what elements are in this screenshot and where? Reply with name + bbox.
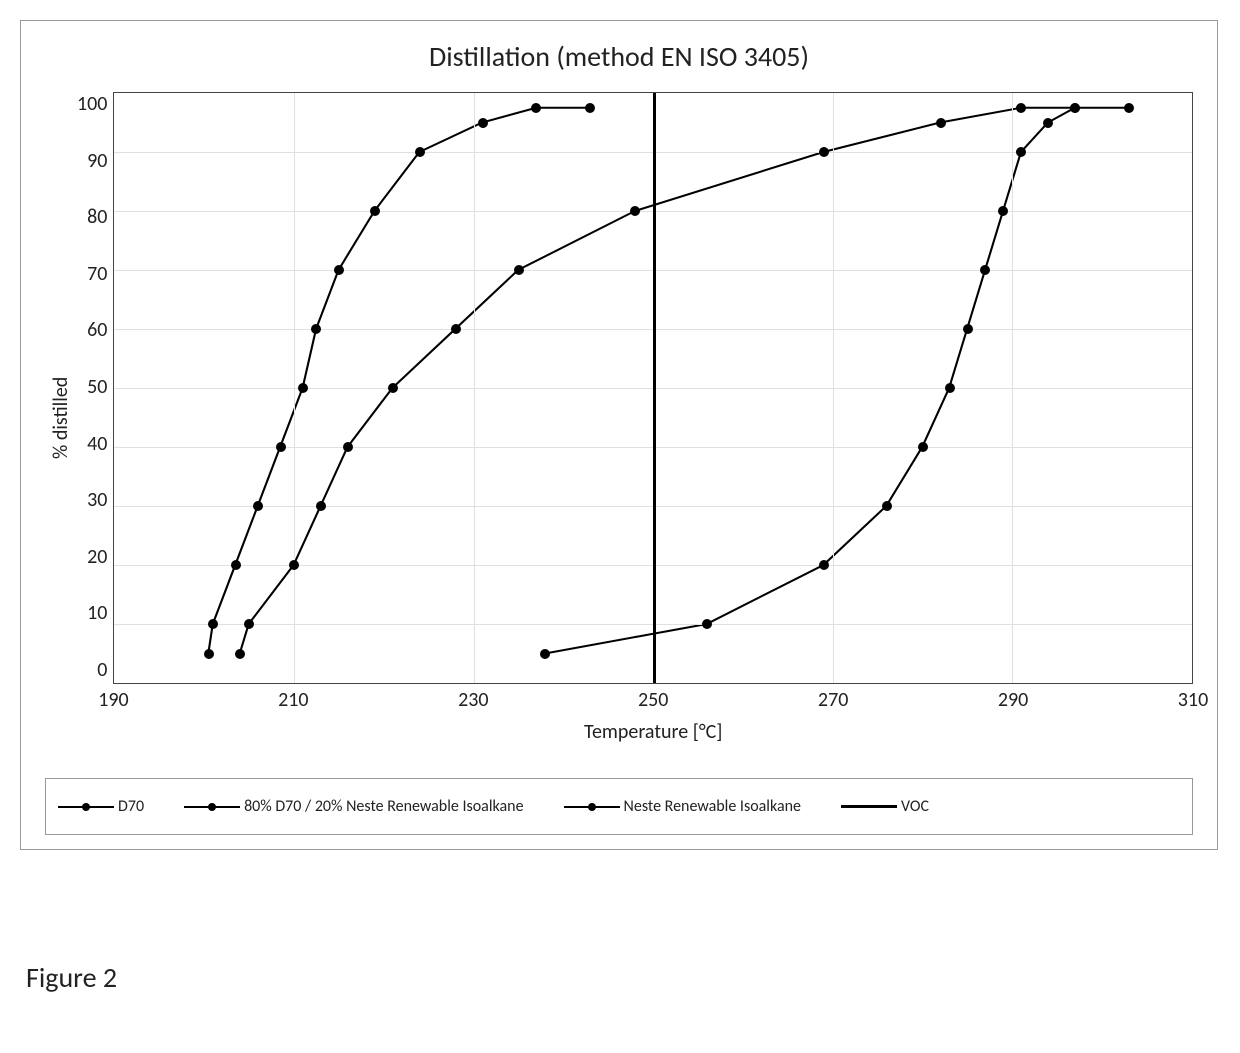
y-tick-label: 60	[87, 318, 107, 342]
grid-line-vertical	[1012, 93, 1013, 683]
legend-item: D70	[58, 797, 144, 816]
voc-reference-line	[653, 93, 656, 683]
series-marker-Neste_Isoalkane	[540, 649, 550, 659]
y-tick-label: 80	[87, 205, 107, 229]
series-marker-Mix_80_20	[451, 324, 461, 334]
legend-item: Neste Renewable Isoalkane	[564, 797, 801, 816]
legend-item: 80% D70 / 20% Neste Renewable Isoalkane	[184, 797, 523, 816]
y-tick-label: 100	[77, 92, 107, 116]
x-tick-label: 290	[998, 688, 1028, 712]
series-line-Neste_Isoalkane	[545, 108, 1129, 654]
series-marker-D70	[298, 383, 308, 393]
series-marker-Neste_Isoalkane	[882, 501, 892, 511]
x-tick-label: 230	[458, 688, 488, 712]
series-marker-Mix_80_20	[1016, 103, 1026, 113]
series-marker-D70	[311, 324, 321, 334]
series-marker-D70	[204, 649, 214, 659]
series-marker-Neste_Isoalkane	[1124, 103, 1134, 113]
series-marker-D70	[253, 501, 263, 511]
legend-label: Neste Renewable Isoalkane	[624, 797, 801, 816]
plot-area	[113, 92, 1193, 684]
legend-label: D70	[118, 797, 144, 816]
series-marker-Neste_Isoalkane	[998, 206, 1008, 216]
series-marker-Mix_80_20	[819, 147, 829, 157]
plot-wrap: 190210230250270290310 Temperature [°C]	[113, 92, 1193, 744]
legend-swatch	[564, 800, 620, 814]
series-marker-Neste_Isoalkane	[918, 442, 928, 452]
series-marker-D70	[276, 442, 286, 452]
legend: D70 80% D70 / 20% Neste Renewable Isoalka…	[45, 778, 1193, 835]
series-marker-Mix_80_20	[630, 206, 640, 216]
series-marker-D70	[334, 265, 344, 275]
x-tick-label: 190	[98, 688, 128, 712]
series-marker-D70	[231, 560, 241, 570]
series-marker-Mix_80_20	[244, 619, 254, 629]
grid-line-vertical	[474, 93, 475, 683]
legend-swatch	[841, 800, 897, 814]
series-marker-Neste_Isoalkane	[819, 560, 829, 570]
x-axis-label: Temperature [°C]	[113, 720, 1193, 744]
series-marker-Neste_Isoalkane	[702, 619, 712, 629]
series-marker-Mix_80_20	[343, 442, 353, 452]
legend-label: VOC	[901, 797, 929, 816]
y-tick-label: 20	[87, 545, 107, 569]
series-marker-Neste_Isoalkane	[1070, 103, 1080, 113]
y-tick-label: 10	[87, 601, 107, 625]
series-marker-Mix_80_20	[316, 501, 326, 511]
series-marker-Mix_80_20	[514, 265, 524, 275]
series-marker-Mix_80_20	[235, 649, 245, 659]
series-line-Mix_80_20	[240, 108, 1075, 654]
grid-line-vertical	[833, 93, 834, 683]
y-axis-label: % distilled	[45, 92, 77, 744]
series-marker-Mix_80_20	[936, 118, 946, 128]
series-marker-Neste_Isoalkane	[963, 324, 973, 334]
y-tick-label: 40	[87, 432, 107, 456]
x-tick-label: 270	[818, 688, 848, 712]
x-axis-ticks: 190210230250270290310	[113, 684, 1193, 712]
series-marker-D70	[531, 103, 541, 113]
y-axis-ticks: 1009080706050403020100	[77, 92, 113, 682]
legend-label: 80% D70 / 20% Neste Renewable Isoalkane	[244, 797, 523, 816]
series-marker-Mix_80_20	[388, 383, 398, 393]
series-marker-Neste_Isoalkane	[980, 265, 990, 275]
chart-frame: Distillation (method EN ISO 3405) % dist…	[20, 20, 1218, 850]
series-line-D70	[209, 108, 591, 654]
legend-item: VOC	[841, 797, 929, 816]
y-tick-label: 50	[87, 375, 107, 399]
series-marker-D70	[585, 103, 595, 113]
x-tick-label: 210	[278, 688, 308, 712]
y-tick-label: 90	[87, 149, 107, 173]
series-marker-D70	[415, 147, 425, 157]
series-marker-D70	[370, 206, 380, 216]
series-marker-Neste_Isoalkane	[945, 383, 955, 393]
y-tick-label: 30	[87, 488, 107, 512]
chart-title: Distillation (method EN ISO 3405)	[45, 39, 1193, 74]
series-marker-Mix_80_20	[289, 560, 299, 570]
series-marker-Neste_Isoalkane	[1043, 118, 1053, 128]
x-tick-label: 250	[638, 688, 668, 712]
y-tick-label: 0	[97, 658, 107, 682]
series-marker-D70	[478, 118, 488, 128]
legend-swatch	[184, 800, 240, 814]
y-tick-label: 70	[87, 262, 107, 286]
x-tick-label: 310	[1178, 688, 1208, 712]
grid-line-vertical	[294, 93, 295, 683]
legend-swatch	[58, 800, 114, 814]
series-marker-D70	[208, 619, 218, 629]
series-marker-Neste_Isoalkane	[1016, 147, 1026, 157]
figure-caption: Figure 2	[26, 960, 1220, 995]
chart-body: % distilled 1009080706050403020100 19021…	[45, 92, 1193, 744]
